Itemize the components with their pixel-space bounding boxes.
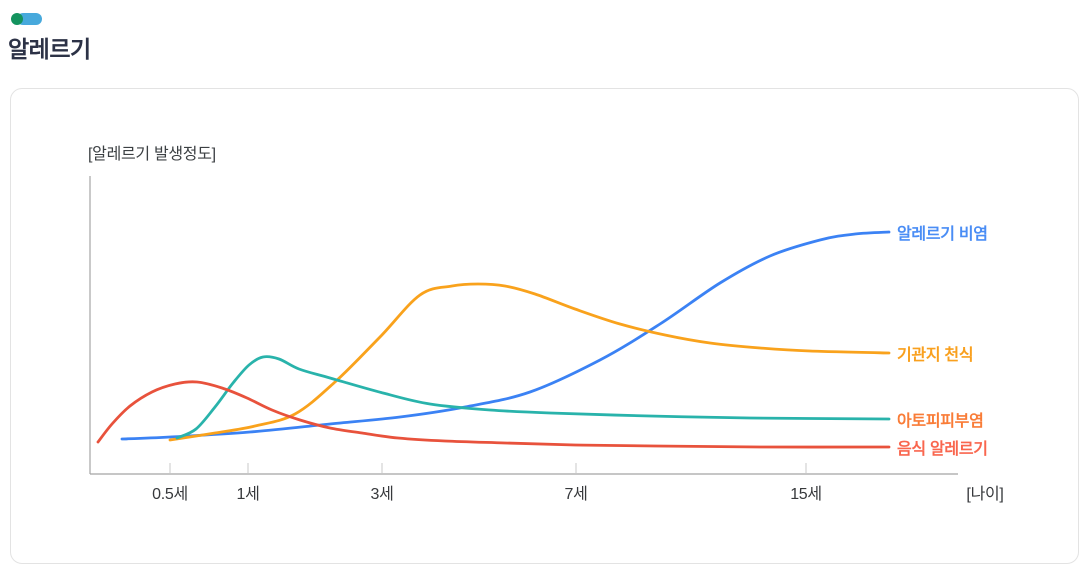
green-dot-icon (11, 13, 23, 25)
x-tick-label: 15세 (790, 486, 822, 503)
x-tick-label: 3세 (370, 486, 394, 503)
x-tick-label: 7세 (564, 486, 588, 503)
legend-label-atopic-dermatitis: 아토피피부염 (897, 413, 984, 430)
x-tick-label: 0.5세 (152, 486, 188, 503)
toggle-badge-icon (11, 12, 45, 26)
page-title: 알레르기 (8, 36, 91, 62)
blue-pill-icon (17, 13, 42, 25)
legend-label-food-allergy: 음식 알레르기 (897, 441, 988, 458)
y-axis-title: [알레르기 발생정도] (88, 146, 216, 163)
legend-label-bronchial-asthma: 기관지 천식 (897, 347, 974, 364)
x-tick-label: 1세 (236, 486, 260, 503)
legend-label-allergic-rhinitis: 알레르기 비염 (897, 226, 988, 243)
x-axis-title: [나이] (966, 486, 1004, 503)
